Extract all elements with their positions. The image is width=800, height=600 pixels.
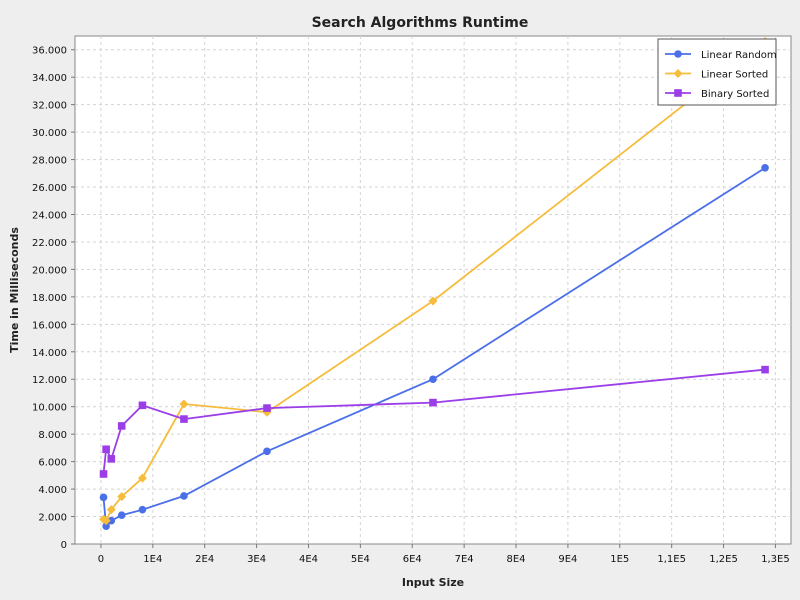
data-point-binary-sorted (263, 404, 271, 412)
y-tick-label: 20.000 (32, 265, 67, 276)
legend-label-linear-sorted: Linear Sorted (701, 70, 768, 81)
data-point-binary-sorted (107, 455, 116, 463)
data-point-linear-random (99, 493, 108, 502)
y-tick-label: 0 (61, 540, 67, 551)
x-tick-label: 1E5 (610, 554, 629, 565)
data-point-linear-sorted (101, 516, 111, 526)
legend-label-binary-sorted: Binary Sorted (701, 89, 769, 100)
data-point-linear-random (102, 522, 110, 530)
data-point-linear-random (107, 516, 116, 525)
legend-label-linear-random: Linear Random (701, 50, 777, 61)
data-point-linear-random (761, 164, 769, 172)
legend-marker-linear-sorted (673, 69, 683, 78)
x-tick-label: 1,2E5 (709, 554, 738, 565)
y-tick-label: 28.000 (32, 156, 67, 167)
y-tick-label: 4.000 (38, 485, 67, 496)
data-point-binary-sorted (180, 415, 188, 423)
data-point-linear-random (429, 375, 437, 384)
y-tick-label: 32.000 (32, 101, 67, 112)
y-tick-label: 8.000 (38, 430, 67, 441)
data-point-linear-sorted (137, 473, 147, 483)
x-tick-label: 9E4 (558, 554, 577, 565)
series-binary-sorted (99, 365, 769, 478)
y-tick-label: 30.000 (32, 128, 67, 139)
data-point-linear-sorted (106, 505, 116, 515)
y-tick-label: 36.000 (32, 46, 67, 57)
y-tick-label: 22.000 (32, 238, 67, 249)
y-tick-label: 18.000 (32, 293, 67, 304)
data-point-binary-sorted (138, 401, 147, 410)
x-tick-label: 2E4 (195, 554, 214, 565)
x-tick-label: 6E4 (403, 554, 422, 565)
x-tick-label: 8E4 (506, 554, 525, 565)
y-tick-label: 16.000 (32, 320, 67, 331)
x-axis-label: Input Size (402, 576, 464, 589)
series-linear-random (99, 164, 769, 530)
legend: Linear Random Linear Sorted Binary Sorted (657, 38, 777, 106)
y-tick-label: 2.000 (38, 513, 67, 524)
data-point-binary-sorted (117, 422, 126, 430)
data-point-linear-sorted (117, 492, 127, 502)
data-point-linear-random (263, 447, 271, 456)
x-tick-label: 3E4 (247, 554, 266, 565)
data-point-linear-random (138, 505, 147, 514)
chart-title: Search Algorithms Runtime (312, 15, 529, 31)
y-tick-label: 34.000 (32, 73, 67, 84)
data-point-linear-sorted (428, 296, 438, 306)
data-point-binary-sorted (102, 445, 110, 454)
data-point-binary-sorted (99, 470, 108, 478)
y-tick-label: 26.000 (32, 183, 67, 194)
data-point-linear-random (180, 492, 188, 500)
x-tick-label: 1,3E5 (761, 554, 790, 565)
y-tick-label: 12.000 (32, 375, 67, 386)
legend-marker-linear-random (674, 50, 682, 58)
axes: 0 2.000 4.000 6.000 8.000 10.000 12.000 14.000 1… (32, 46, 790, 565)
data-point-linear-random (117, 511, 126, 519)
x-tick-label: 0 (98, 554, 104, 565)
x-tick-label: 1E4 (143, 554, 162, 565)
y-tick-label: 6.000 (38, 458, 67, 469)
y-tick-label: 14.000 (32, 348, 67, 359)
x-tick-label: 4E4 (299, 554, 318, 565)
series-linear-sorted (99, 36, 770, 526)
y-tick-label: 10.000 (32, 403, 67, 414)
series-layer (99, 36, 770, 530)
x-tick-label: 1,1E5 (657, 554, 686, 565)
plot-area (74, 35, 792, 545)
y-axis-label: Time in Milliseconds (8, 227, 21, 353)
data-point-binary-sorted (761, 365, 769, 374)
y-tick-label: 24.000 (32, 210, 67, 221)
x-tick-label: 5E4 (351, 554, 370, 565)
legend-marker-binary-sorted (674, 89, 682, 97)
x-tick-label: 7E4 (455, 554, 474, 565)
data-point-linear-sorted (179, 399, 189, 409)
data-point-binary-sorted (429, 398, 437, 407)
